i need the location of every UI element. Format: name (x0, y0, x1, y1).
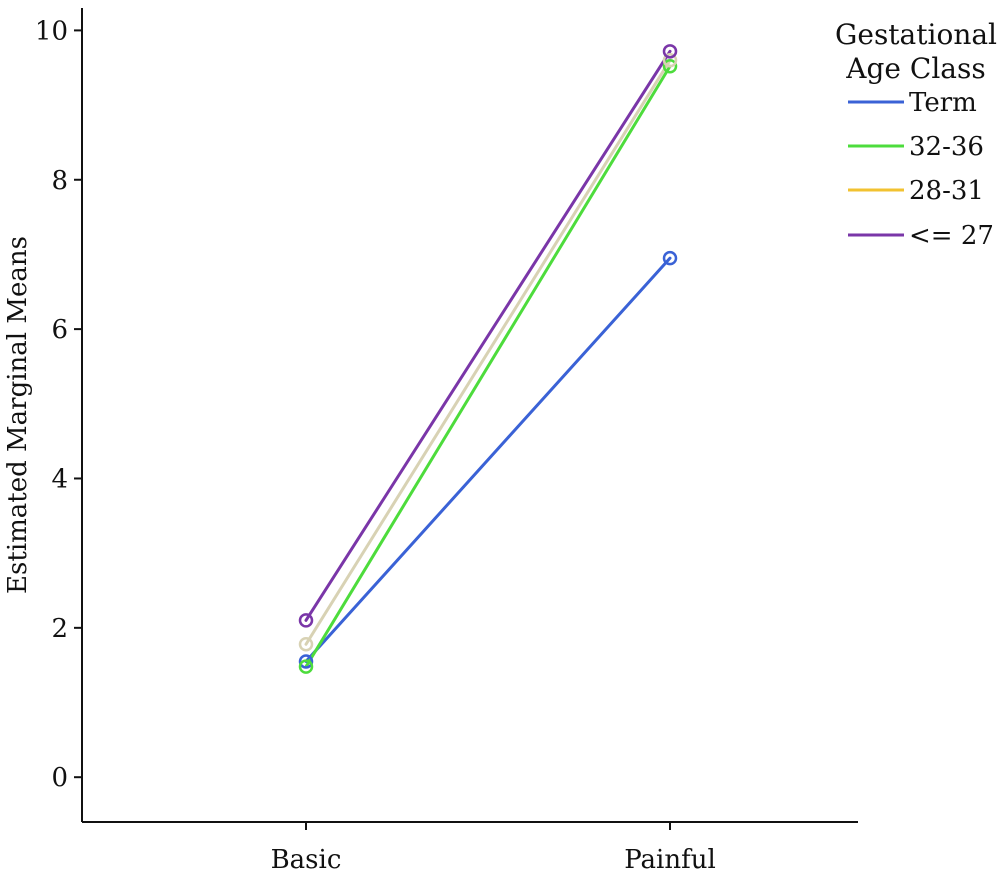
series-line-3 (304, 49, 672, 622)
y-tick-label: 10 (35, 16, 68, 46)
y-tick-label: 0 (51, 763, 68, 793)
series-3-point-1 (662, 44, 678, 59)
series-0-point-0 (298, 654, 314, 669)
series-0-point-1 (662, 250, 678, 266)
series-1-point-1 (662, 58, 678, 74)
legend-label-0: Term (909, 88, 977, 118)
y-tick-label: 8 (51, 166, 68, 196)
y-axis-title: Estimated Marginal Means (3, 236, 33, 594)
legend-title-line-1: Gestational (835, 18, 997, 51)
series-line-1 (304, 64, 672, 669)
series-2-point-0 (298, 637, 314, 652)
series-3-point-0 (298, 613, 314, 628)
legend-label-1: 32-36 (909, 132, 984, 162)
legend-label-2: 28-31 (909, 176, 984, 206)
y-tick-label: 4 (51, 464, 68, 494)
x-tick-label: Painful (624, 845, 716, 875)
y-tick-label: 2 (51, 614, 68, 644)
y-tick-label: 6 (51, 315, 68, 345)
legend-label-3: <= 27 (909, 221, 994, 251)
series-line-0 (304, 256, 672, 663)
legend-title-line-2: Age Class (845, 52, 985, 85)
x-tick-label: Basic (271, 845, 342, 875)
legend: Gestational Age Class Term 32-36 28-31 <= 2… (835, 18, 997, 251)
series-line-2 (304, 58, 672, 646)
series-2-point-1 (662, 53, 678, 68)
series-1-point-0 (298, 659, 314, 674)
